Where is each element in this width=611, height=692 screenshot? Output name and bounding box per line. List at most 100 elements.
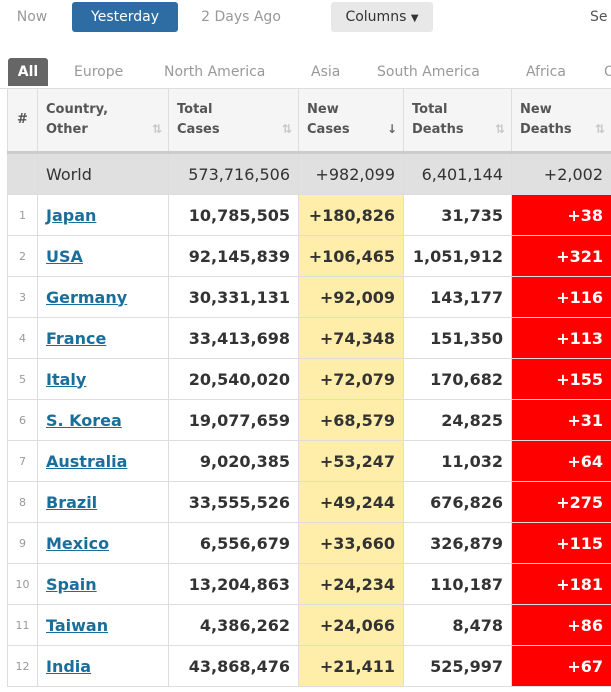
tab-north-america[interactable]: North America [164,64,266,80]
row-index-cell: 5 [7,358,38,400]
country-name-cell: Mexico [37,522,169,564]
new-deaths-cell: +275 [511,481,611,523]
country-link[interactable]: Italy [46,369,87,389]
world-index [7,152,38,195]
now-button[interactable]: Now [16,9,48,25]
tab-africa[interactable]: Africa [526,64,566,80]
header-new-deaths[interactable]: New Deaths ⇅ [511,88,611,154]
row-index-cell: 2 [7,235,38,277]
country-link[interactable]: USA [46,246,83,266]
table-row: 12 India 43,868,476 +21,411 525,997 +67 [7,645,611,687]
country-name-cell: Germany [37,276,169,318]
total-cases-cell: 43,868,476 [168,645,299,687]
total-cases-cell: 9,020,385 [168,440,299,482]
new-cases-cell: +74,348 [298,317,404,359]
row-index-cell: 10 [7,563,38,605]
total-cases-cell: 13,204,863 [168,563,299,605]
new-deaths-cell: +115 [511,522,611,564]
table-row: 9 Mexico 6,556,679 +33,660 326,879 +115 [7,522,611,564]
covid-table: # Country, Other ⇅ Total Cases ⇅ New Cases … [7,88,611,687]
header-index: # [7,88,38,154]
sort-icon: ⇅ [281,122,292,136]
total-deaths-cell: 24,825 [403,399,512,441]
sort-icon: ⇅ [594,122,605,136]
country-name-cell: Brazil [37,481,169,523]
row-index-cell: 3 [7,276,38,318]
total-cases-cell: 92,145,839 [168,235,299,277]
total-cases-cell: 20,540,020 [168,358,299,400]
row-index-cell: 12 [7,645,38,687]
world-new-cases: +982,099 [298,152,404,195]
country-link[interactable]: Mexico [46,533,110,553]
table-row: 3 Germany 30,331,131 +92,009 143,177 +116 [7,276,611,318]
header-new-cases[interactable]: New Cases ↓ [298,88,404,154]
row-index-cell: 7 [7,440,38,482]
new-deaths-cell: +64 [511,440,611,482]
new-deaths-cell: +155 [511,358,611,400]
columns-label: Columns [345,9,407,25]
total-deaths-cell: 1,051,912 [403,235,512,277]
new-deaths-cell: +116 [511,276,611,318]
row-index-cell: 8 [7,481,38,523]
new-cases-cell: +92,009 [298,276,404,318]
table-row: 2 USA 92,145,839 +106,465 1,051,912 +321 [7,235,611,277]
tab-all[interactable]: All [8,58,48,86]
tab-asia[interactable]: Asia [311,64,341,80]
tab-oceania[interactable]: O [604,64,611,80]
country-name-cell: Taiwan [37,604,169,646]
country-link[interactable]: India [46,656,92,676]
total-deaths-cell: 143,177 [403,276,512,318]
two-days-ago-button[interactable]: 2 Days Ago [201,9,281,25]
row-index-cell: 4 [7,317,38,359]
total-cases-cell: 19,077,659 [168,399,299,441]
total-deaths-cell: 151,350 [403,317,512,359]
table-row: 11 Taiwan 4,386,262 +24,066 8,478 +86 [7,604,611,646]
new-cases-cell: +33,660 [298,522,404,564]
tab-south-america[interactable]: South America [377,64,480,80]
total-deaths-cell: 110,187 [403,563,512,605]
world-row: World 573,716,506 +982,099 6,401,144 +2,… [7,152,611,195]
country-name-cell: Italy [37,358,169,400]
new-deaths-cell: +67 [511,645,611,687]
table-row: 5 Italy 20,540,020 +72,079 170,682 +155 [7,358,611,400]
table-row: 1 Japan 10,785,505 +180,826 31,735 +38 [7,194,611,236]
day-selector-bar: Now Yesterday 2 Days Ago Columns ▼ Se [0,0,611,36]
total-deaths-cell: 326,879 [403,522,512,564]
sort-icon: ⇅ [151,122,162,136]
country-link[interactable]: Taiwan [46,615,109,635]
new-cases-cell: +106,465 [298,235,404,277]
country-link[interactable]: Germany [46,287,128,307]
country-name-cell: Japan [37,194,169,236]
table-row: 4 France 33,413,698 +74,348 151,350 +113 [7,317,611,359]
total-cases-cell: 33,413,698 [168,317,299,359]
total-deaths-cell: 525,997 [403,645,512,687]
row-index-cell: 1 [7,194,38,236]
table-row: 6 S. Korea 19,077,659 +68,579 24,825 +31 [7,399,611,441]
new-deaths-cell: +86 [511,604,611,646]
tab-europe[interactable]: Europe [74,64,124,80]
country-link[interactable]: Australia [46,451,128,471]
yesterday-button[interactable]: Yesterday [72,2,178,32]
world-total-deaths: 6,401,144 [403,152,512,195]
new-cases-cell: +68,579 [298,399,404,441]
header-total-deaths[interactable]: Total Deaths ⇅ [403,88,512,154]
table-header-row: # Country, Other ⇅ Total Cases ⇅ New Cases … [7,88,611,154]
country-link[interactable]: Spain [46,574,97,594]
country-link[interactable]: Brazil [46,492,98,512]
sort-icon: ⇅ [494,122,505,136]
country-link[interactable]: Japan [46,205,97,225]
header-total-cases[interactable]: Total Cases ⇅ [168,88,299,154]
country-link[interactable]: S. Korea [46,410,122,430]
columns-dropdown-button[interactable]: Columns ▼ [331,2,433,32]
new-cases-cell: +180,826 [298,194,404,236]
country-name-cell: USA [37,235,169,277]
country-name-cell: Spain [37,563,169,605]
row-index-cell: 11 [7,604,38,646]
new-cases-cell: +53,247 [298,440,404,482]
country-link[interactable]: France [46,328,107,348]
total-deaths-cell: 676,826 [403,481,512,523]
table-row: 7 Australia 9,020,385 +53,247 11,032 +64 [7,440,611,482]
header-country[interactable]: Country, Other ⇅ [37,88,169,154]
total-cases-cell: 4,386,262 [168,604,299,646]
new-deaths-cell: +321 [511,235,611,277]
